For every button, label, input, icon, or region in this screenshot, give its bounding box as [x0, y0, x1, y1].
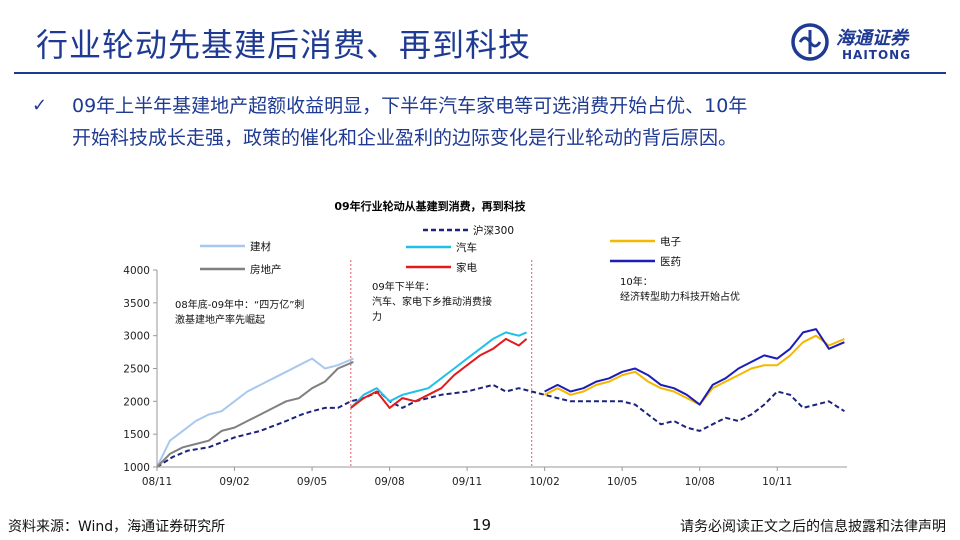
x-tick-label: 09/05 [297, 476, 327, 488]
x-tick-label: 10/05 [607, 476, 637, 488]
annotation-text: 10年： [620, 275, 653, 288]
annotation-text: 激基建地产率先崛起 [175, 313, 265, 326]
x-tick-label: 09/08 [374, 476, 404, 488]
check-icon: ✓ [32, 95, 48, 116]
legend-label-qiche: 汽车 [456, 241, 477, 254]
annotation-text: 09年下半年： [372, 280, 435, 293]
y-tick-label: 2000 [123, 396, 150, 408]
legend-label-jiancai: 建材 [250, 240, 271, 253]
series-line-dianzi [544, 334, 845, 406]
series-line-jiancai [156, 357, 354, 468]
legend-label-jiadian: 家电 [456, 261, 477, 274]
legend-label-yiyao: 医药 [660, 256, 681, 268]
x-tick-label: 09/11 [452, 476, 482, 488]
y-tick-label: 3500 [123, 298, 150, 310]
industry-rotation-chart: 09年行业轮动从基建到消费，再到科技 1000 1500 2000 2500 3000 3… [123, 199, 847, 488]
axes: 1000 1500 2000 2500 3000 3500 4000 08/11 09/02 09… [123, 265, 847, 488]
legend-label-hs300: 沪深300 [473, 224, 514, 237]
x-tick-label: 08/11 [142, 476, 172, 488]
header-divider [14, 72, 946, 74]
y-tick-label: 2500 [123, 364, 150, 376]
logo-text-cn: 海通证券 [836, 28, 908, 49]
x-tick-label: 10/02 [530, 476, 560, 488]
haitong-logo: 海通证券 HAITONG [790, 22, 940, 66]
annotation-text: 汽车、家电下乡推动消费接 [372, 295, 492, 308]
key-point-line-1: 09年上半年基建地产超额收益明显，下半年汽车家电等可选消费开始占优、10年 [72, 95, 748, 117]
key-point: ✓ 09年上半年基建地产超额收益明显，下半年汽车家电等可选消费开始占优、10年 … [32, 90, 932, 154]
y-tick-label: 1000 [123, 462, 150, 474]
haitong-logo-icon [791, 23, 829, 61]
x-tick-label: 10/08 [685, 476, 715, 488]
annotation-text: 经济转型助力科技开始占优 [620, 290, 740, 303]
annotation-text: 08年底-09年中：“四万亿”刺 [175, 298, 304, 311]
legend-label-dianzi: 电子 [660, 235, 681, 248]
series-line-yiyao [544, 328, 845, 406]
chart-title: 09年行业轮动从基建到消费，再到科技 [334, 199, 526, 213]
plot-area [156, 260, 845, 468]
page-number: 19 [472, 516, 492, 534]
annotation-text: 力 [372, 310, 382, 323]
source-note: 资料来源：Wind，海通证券研究所 [8, 519, 226, 535]
series-line-qiche [350, 331, 527, 409]
y-tick-label: 4000 [123, 265, 150, 277]
y-tick-label: 1500 [123, 429, 150, 441]
y-tick-label: 3000 [123, 331, 150, 343]
legend-label-fangdichan: 房地产 [250, 263, 282, 276]
page-title: 行业轮动先基建后消费、再到科技 [36, 26, 532, 64]
x-tick-label: 09/02 [219, 476, 249, 488]
series-line-jiadian [350, 337, 528, 409]
logo-text-en: HAITONG [842, 48, 912, 62]
series-line-hs300 [156, 383, 845, 468]
key-point-line-2: 开始科技成长走强，政策的催化和企业盈利的边际变化是行业轮动的背后原因。 [72, 127, 738, 149]
x-tick-label: 10/11 [762, 476, 792, 488]
disclaimer-note: 请务必阅读正文之后的信息披露和法律声明 [680, 519, 946, 535]
series-line-fangdichan [156, 360, 354, 468]
